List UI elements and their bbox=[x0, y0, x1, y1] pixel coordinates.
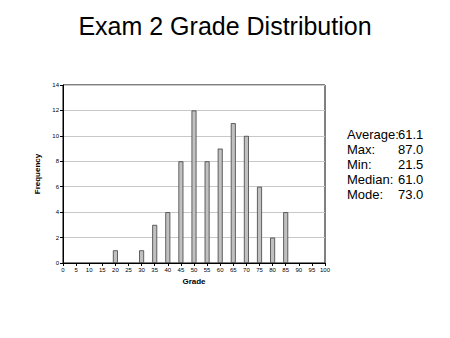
svg-text:Average:: Average: bbox=[347, 127, 399, 142]
svg-text:55: 55 bbox=[204, 267, 211, 273]
svg-text:0: 0 bbox=[61, 267, 65, 273]
svg-text:15: 15 bbox=[99, 267, 106, 273]
svg-text:35: 35 bbox=[151, 267, 158, 273]
svg-text:Exam 2 Grade Distribution: Exam 2 Grade Distribution bbox=[78, 12, 371, 40]
svg-text:4: 4 bbox=[56, 209, 60, 215]
svg-text:65: 65 bbox=[230, 267, 237, 273]
svg-text:85: 85 bbox=[282, 267, 289, 273]
svg-text:87.0: 87.0 bbox=[398, 142, 423, 157]
svg-text:Frequency: Frequency bbox=[33, 153, 42, 194]
svg-text:21.5: 21.5 bbox=[398, 157, 423, 172]
svg-text:Grade: Grade bbox=[182, 277, 206, 286]
svg-text:25: 25 bbox=[125, 267, 132, 273]
svg-text:8: 8 bbox=[56, 158, 60, 164]
svg-text:2: 2 bbox=[56, 235, 60, 241]
svg-text:0: 0 bbox=[56, 260, 60, 266]
svg-text:Max:: Max: bbox=[347, 142, 375, 157]
svg-text:Min:: Min: bbox=[347, 157, 372, 172]
svg-text:95: 95 bbox=[309, 267, 316, 273]
svg-text:100: 100 bbox=[320, 267, 331, 273]
svg-text:80: 80 bbox=[269, 267, 276, 273]
svg-text:61.1: 61.1 bbox=[398, 127, 423, 142]
svg-text:Mode:: Mode: bbox=[347, 187, 383, 202]
svg-text:50: 50 bbox=[191, 267, 198, 273]
svg-text:75: 75 bbox=[256, 267, 263, 273]
svg-text:10: 10 bbox=[52, 133, 59, 139]
svg-text:12: 12 bbox=[52, 107, 59, 113]
svg-text:14: 14 bbox=[52, 82, 59, 88]
svg-text:30: 30 bbox=[138, 267, 145, 273]
svg-text:90: 90 bbox=[295, 267, 302, 273]
svg-text:Median:: Median: bbox=[347, 172, 393, 187]
svg-text:10: 10 bbox=[86, 267, 93, 273]
svg-text:70: 70 bbox=[243, 267, 250, 273]
svg-text:40: 40 bbox=[164, 267, 171, 273]
svg-text:5: 5 bbox=[74, 267, 78, 273]
svg-text:6: 6 bbox=[56, 184, 60, 190]
svg-text:60: 60 bbox=[217, 267, 224, 273]
svg-text:45: 45 bbox=[178, 267, 185, 273]
svg-text:61.0: 61.0 bbox=[398, 172, 423, 187]
svg-text:20: 20 bbox=[112, 267, 119, 273]
svg-text:73.0: 73.0 bbox=[398, 187, 423, 202]
